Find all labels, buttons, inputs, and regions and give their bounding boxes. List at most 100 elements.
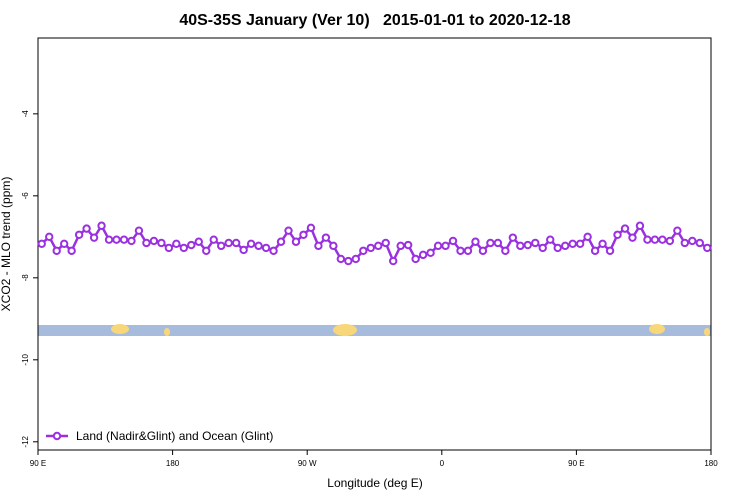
data-point [37,239,46,248]
data-point [605,246,615,255]
data-point [590,246,600,255]
data-point [411,254,420,264]
data-point [321,233,331,242]
data-point [433,241,443,251]
data-point [441,241,450,251]
x-tick-label: 0 [440,459,445,468]
data-point [119,235,129,244]
data-point [329,241,338,251]
data-point [276,237,286,246]
data-point [306,223,316,233]
y-tick-label: -4 [21,110,30,118]
data-point [164,243,174,253]
data-point [598,239,607,248]
data-point [665,236,675,246]
data-point [231,238,241,248]
data-point [97,221,106,230]
data-point [523,240,532,250]
data-point [650,235,660,244]
data-point [658,235,667,244]
y-tick-label: -6 [21,192,30,200]
data-point [388,256,398,266]
data-point [344,256,353,266]
data-point [463,246,473,255]
y-tick-label: -8 [21,274,30,282]
data-point [269,246,278,255]
data-point [67,246,76,255]
data-point [284,226,293,235]
data-point [134,226,144,235]
data-point [403,240,413,250]
data-point [478,246,488,255]
data-point [695,238,704,248]
legend-label: Land (Nadir&Glint) and Ocean (Glint) [76,429,273,443]
data-point [560,241,570,251]
data-point [224,238,233,248]
data-point [157,238,166,248]
land-patch [111,324,129,334]
land-patch [164,328,170,336]
data-point [673,226,682,235]
data-point [448,236,458,246]
data-point [74,230,84,239]
data-point [583,232,592,242]
ocean-band [38,325,711,336]
land-patch [649,324,665,334]
data-point [246,239,256,248]
x-tick-label: 180 [704,459,718,468]
data-point [179,243,189,253]
data-point [613,230,622,239]
data-point [299,230,308,239]
data-point [187,240,196,250]
data-point [620,224,630,233]
data-point [194,237,203,246]
data-point [531,238,540,248]
land-ocean-strip [38,324,711,336]
y-axis-title: XCO2 - MLO trend (ppm) [0,177,13,312]
data-point [202,246,211,255]
data-point [374,241,383,251]
data-point [127,236,136,246]
x-tick-label: 90 E [30,459,46,468]
data-point [508,233,518,242]
data-point [396,241,405,251]
y-tick-label: -10 [21,353,30,365]
x-axis-title: Longitude (deg E) [327,476,422,490]
x-tick-label: 90 W [298,459,317,468]
data-point [381,238,390,248]
data-point [366,243,375,253]
data-point [703,243,712,253]
land-patch [333,324,357,336]
data-point [89,233,99,242]
data-point [261,243,271,253]
data-point [486,238,495,248]
data-point [209,235,218,244]
data-point [351,254,361,264]
data-point [142,238,151,248]
land-patch [704,328,710,336]
data-point [426,248,435,258]
legend-marker [52,431,62,441]
data-point [239,245,248,255]
data-point [501,246,510,255]
x-tick-label: 90 E [568,459,584,468]
data-point [314,241,323,251]
data-point [553,243,562,253]
data-point [575,239,585,248]
x-tick-label: 180 [166,459,180,468]
data-point [359,246,368,255]
data-point [628,233,637,242]
chart-title: 40S-35S January (Ver 10) 2015-01-01 to 2… [179,12,570,29]
data-point [493,238,503,248]
data-point [643,235,652,244]
data-point [217,241,226,251]
data-point [172,239,181,248]
data-point [104,235,114,244]
data-point [82,224,91,233]
data-point [45,232,54,242]
data-point [112,235,121,244]
data-point [59,239,69,248]
data-point [516,241,525,251]
data-point [635,221,645,230]
